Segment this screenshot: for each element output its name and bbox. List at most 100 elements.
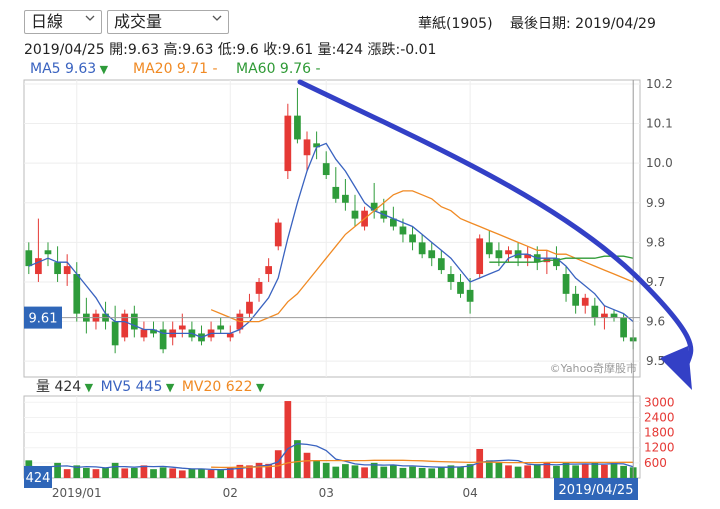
- candle-body: [274, 222, 282, 247]
- volume-bar: [169, 468, 177, 478]
- candle-body: [476, 238, 484, 275]
- candle-body: [25, 250, 33, 267]
- x-tick-label: 04: [462, 486, 477, 500]
- candle-body: [457, 281, 464, 294]
- y-tick-label: 1800: [644, 426, 675, 440]
- volume-bar: [54, 462, 61, 478]
- candle-body: [610, 313, 618, 318]
- volume-bar: [581, 464, 589, 478]
- candle-body: [246, 301, 253, 314]
- volume-bar: [73, 465, 81, 478]
- volume-bar: [313, 460, 320, 478]
- quote-line: 2019/04/25 開:9.63 高:9.63 低:9.6 收:9.61 量:…: [24, 42, 437, 58]
- candle-body: [351, 210, 359, 219]
- volume-bar: [505, 465, 512, 478]
- volume-bar: [102, 467, 109, 478]
- candle-body: [63, 266, 71, 275]
- volume-bar: [476, 448, 484, 478]
- candle-body: [370, 202, 378, 211]
- chevron-down-icon: [212, 15, 222, 21]
- volume-bar: [351, 465, 359, 478]
- volume-bar: [130, 467, 138, 478]
- candle-body: [284, 115, 292, 172]
- volume-bar: [572, 465, 579, 478]
- candle-body: [217, 325, 225, 330]
- ma5-line: [28, 142, 634, 339]
- y-tick-label: 9.9: [646, 196, 665, 210]
- volume-bar: [399, 467, 407, 478]
- y-tick-label: 3000: [644, 395, 675, 409]
- watermark: ©Yahoo奇摩股市: [550, 361, 637, 375]
- stock-title: 華紙(1905): [418, 16, 493, 32]
- annotation-arrow: [297, 79, 694, 390]
- volume-bar: [226, 467, 234, 478]
- ma60-line: [489, 255, 634, 263]
- volume-bar: [332, 466, 340, 478]
- volume-bar: [457, 466, 464, 478]
- candle-body: [255, 281, 263, 294]
- y-tick-label: 10.2: [646, 77, 673, 91]
- volume-legend: 量 424 ▼ MV5 445 ▼ MV20 622 ▼: [36, 379, 265, 395]
- volume-bar: [255, 462, 263, 478]
- volume-bar: [198, 469, 205, 478]
- candle-body: [399, 226, 407, 235]
- candle-body: [591, 305, 599, 318]
- candle-body: [601, 313, 608, 318]
- ma5-legend: MA5 9.63 ▼: [30, 61, 109, 77]
- volume-bar: [562, 462, 570, 478]
- candle-body: [130, 313, 138, 330]
- volume-bar: [390, 465, 397, 478]
- mv5-line: [28, 443, 634, 471]
- y-tick-label: 9.6: [646, 315, 665, 329]
- candle-body: [332, 186, 340, 199]
- volume-bar: [236, 464, 244, 478]
- volume-bar: [188, 468, 196, 478]
- volume-bar: [514, 466, 522, 478]
- volume-bar: [428, 468, 436, 478]
- volume-bar: [322, 462, 330, 478]
- current-date-tag: [554, 478, 638, 500]
- last-date: 最後日期: 2019/04/29: [510, 16, 656, 32]
- candle-body: [44, 250, 52, 255]
- volume-bar: [140, 465, 148, 478]
- volume-bar: [303, 452, 311, 478]
- candle-body: [35, 258, 42, 275]
- volume-bar: [178, 470, 186, 478]
- x-tick-label: 03: [319, 486, 334, 500]
- y-tick-label: 2400: [644, 410, 675, 424]
- candle-body: [342, 194, 349, 203]
- current-price-tag: [24, 306, 62, 329]
- candle-body: [495, 250, 503, 259]
- volume-bar: [294, 440, 301, 478]
- ma20-line: [210, 190, 634, 323]
- volume-bar: [533, 464, 541, 478]
- indicator-select-value: 成交量: [114, 12, 163, 31]
- candle-body: [73, 274, 81, 314]
- mv20-line: [211, 459, 634, 469]
- volume-bar: [437, 467, 445, 478]
- chevron-down-icon: [85, 15, 95, 21]
- volume-bar: [601, 464, 608, 478]
- volume-bar: [342, 464, 349, 478]
- volume-bar: [274, 450, 282, 478]
- volume-bar: [466, 464, 474, 478]
- candle-body: [111, 321, 119, 346]
- y-tick-label: 600: [644, 456, 667, 470]
- y-tick-label: 9.5: [646, 354, 665, 368]
- volume-bar: [246, 465, 253, 478]
- volume-bar: [121, 468, 129, 478]
- candle-body: [303, 139, 311, 156]
- volume-bar: [370, 462, 378, 478]
- candle-body: [150, 329, 157, 334]
- indicator-select[interactable]: 成交量: [107, 10, 229, 34]
- volume-bar: [83, 467, 90, 478]
- period-select[interactable]: 日線: [24, 10, 102, 34]
- y-tick-label: 1200: [644, 441, 675, 455]
- volume-bar: [409, 466, 416, 478]
- volume-bar: [591, 462, 599, 478]
- volume-bar: [284, 401, 292, 478]
- candle-body: [485, 242, 493, 255]
- y-tick-label: 9.8: [646, 235, 665, 249]
- candle-body: [505, 250, 512, 255]
